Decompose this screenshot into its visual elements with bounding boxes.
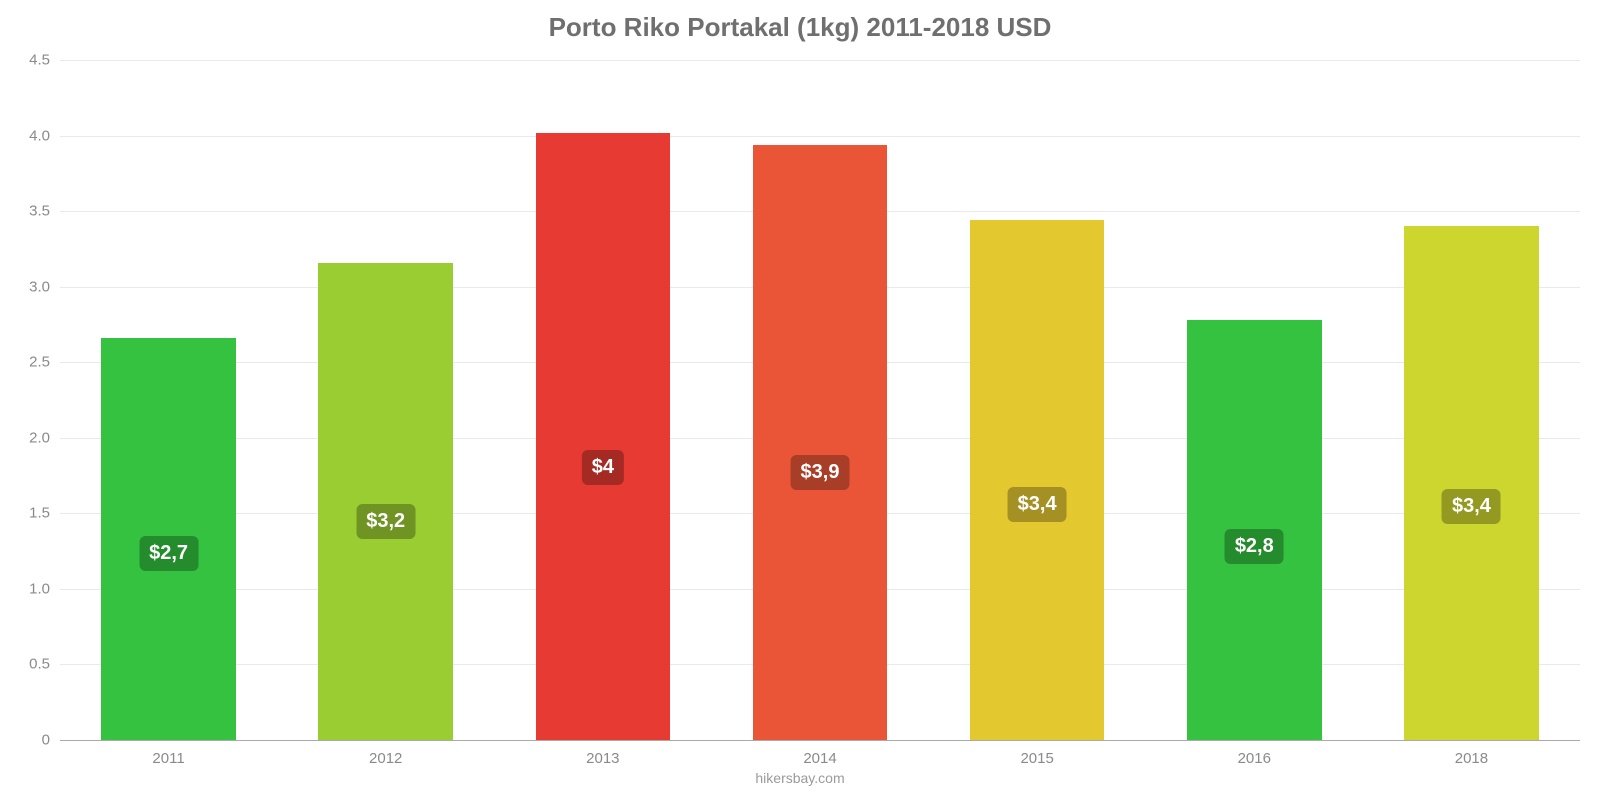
bar: $3,9: [753, 145, 888, 740]
bar: $2,8: [1187, 320, 1322, 740]
y-tick-label: 3.5: [29, 203, 60, 220]
bar-value-label: $2,8: [1225, 529, 1284, 564]
plot-area: 00.51.01.52.02.53.03.54.04.5$2,72011$3,2…: [60, 60, 1580, 740]
bar-value-label: $3,4: [1442, 489, 1501, 524]
y-tick-label: 4.5: [29, 52, 60, 69]
x-tick-label: 2013: [586, 740, 619, 767]
y-tick-label: 4.0: [29, 127, 60, 144]
chart-title: Porto Riko Portakal (1kg) 2011-2018 USD: [0, 0, 1600, 43]
y-tick-label: 0: [42, 732, 60, 749]
bar: $3,2: [318, 263, 453, 741]
y-tick-label: 2.0: [29, 429, 60, 446]
x-tick-label: 2018: [1455, 740, 1488, 767]
x-tick-label: 2012: [369, 740, 402, 767]
bar-value-label: $3,9: [791, 455, 850, 490]
x-tick-label: 2014: [803, 740, 836, 767]
chart-footer: hikersbay.com: [755, 770, 844, 786]
bar-value-label: $2,7: [139, 536, 198, 571]
x-tick-label: 2016: [1238, 740, 1271, 767]
gridline: [60, 60, 1580, 61]
y-tick-label: 3.0: [29, 278, 60, 295]
y-tick-label: 0.5: [29, 656, 60, 673]
bar: $3,4: [1404, 226, 1539, 740]
bar: $4: [536, 133, 671, 740]
bar: $3,4: [970, 220, 1105, 740]
x-tick-label: 2015: [1020, 740, 1053, 767]
gridline: [60, 136, 1580, 137]
bar-value-label: $3,2: [356, 504, 415, 539]
bar: $2,7: [101, 338, 236, 740]
bar-value-label: $3,4: [1008, 487, 1067, 522]
y-tick-label: 1.5: [29, 505, 60, 522]
bar-value-label: $4: [582, 450, 624, 485]
x-tick-label: 2011: [152, 740, 184, 767]
y-tick-label: 2.5: [29, 354, 60, 371]
chart-container: Porto Riko Portakal (1kg) 2011-2018 USD …: [0, 0, 1600, 800]
y-tick-label: 1.0: [29, 580, 60, 597]
